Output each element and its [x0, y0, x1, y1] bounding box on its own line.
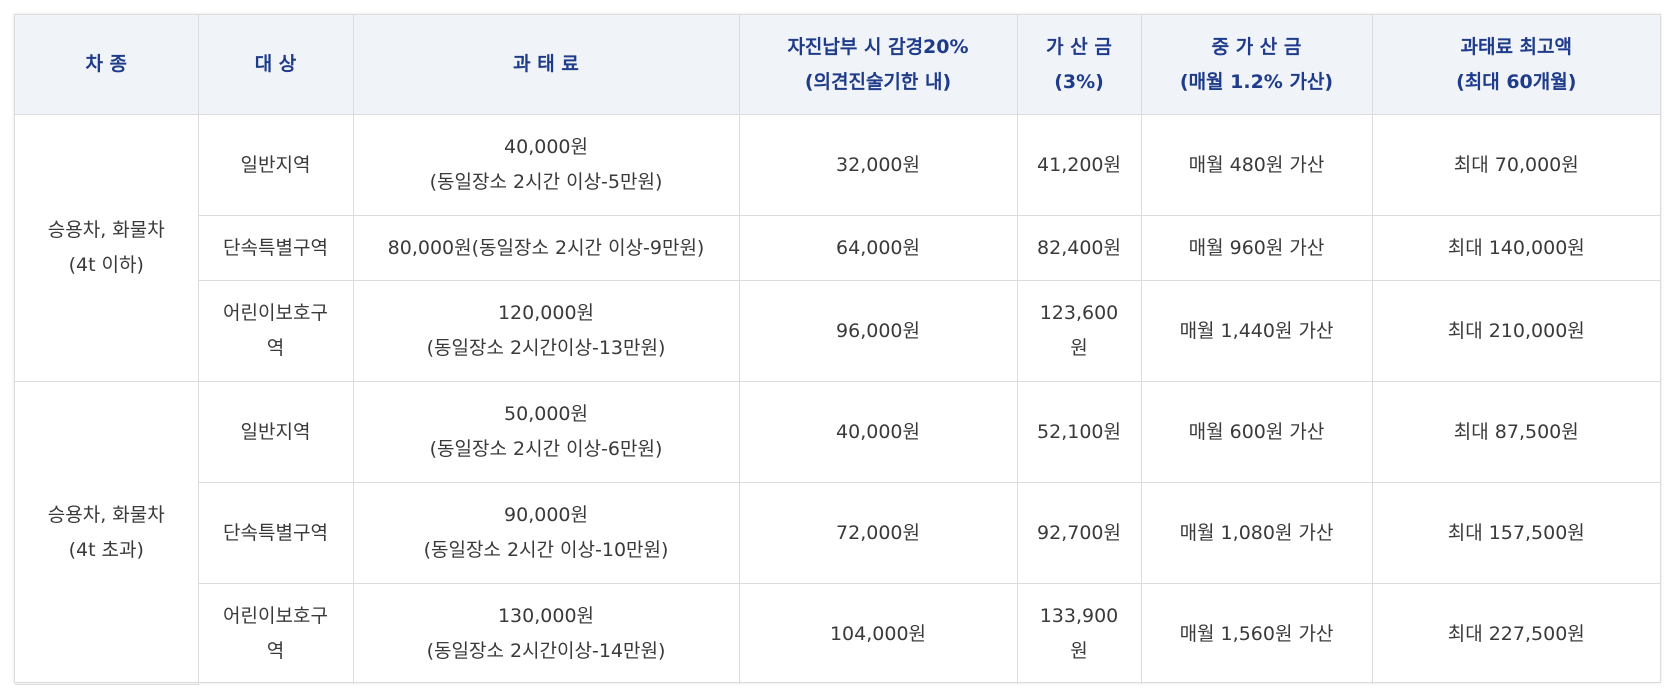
header-vehicle-type: 차 종: [15, 15, 199, 115]
max-fine-cell: 최대 227,500원: [1371, 583, 1660, 684]
penalty-cell: 41,200원: [1016, 114, 1142, 216]
table-row: 승용차, 화물차 (4t 이하) 일반지역 40,000원 (동일장소 2시간 이상…: [15, 114, 1660, 382]
fine-cell: 50,000원 (동일장소 2시간 이상-6만원): [352, 381, 740, 483]
target-cell: 어린이보호구 역: [197, 583, 354, 684]
target-cell: 어린이보호구 역: [197, 280, 354, 382]
table-row: 어린이보호구 역 130,000원 (동일장소 2시간이상-14만원) 104,00…: [15, 583, 1660, 684]
max-fine-cell: 최대 87,500원: [1371, 381, 1660, 483]
max-fine-cell: 최대 157,500원: [1371, 482, 1660, 584]
table-row: 단속특별구역 90,000원 (동일장소 2시간 이상-10만원) 72,000원…: [15, 482, 1660, 584]
fine-cell: 120,000원 (동일장소 2시간이상-13만원): [352, 280, 740, 382]
header-heavy-penalty: 중 가 산 금 (매월 1.2% 가산): [1140, 15, 1373, 115]
header-row: 차 종 대 상 과 태 료 자진납부 시 감경20% (의견진술기한 내) 가 산…: [15, 15, 1660, 115]
penalty-cell: 123,600 원: [1016, 280, 1142, 382]
reduced-cell: 104,000원: [738, 583, 1018, 684]
table-row: 승용차, 화물차 (4t 초과) 일반지역 50,000원 (동일장소 2시간 이상…: [15, 381, 1660, 685]
vehicle-type-cell: 승용차, 화물차 (4t 초과): [15, 381, 199, 685]
penalty-cell: 52,100원: [1016, 381, 1142, 483]
reduced-cell: 72,000원: [738, 482, 1018, 584]
fine-cell: 80,000원(동일장소 2시간 이상-9만원): [352, 215, 740, 281]
max-fine-cell: 최대 70,000원: [1371, 114, 1660, 216]
penalty-cell: 92,700원: [1016, 482, 1142, 584]
heavy-penalty-cell: 매월 1,440원 가산: [1140, 280, 1373, 382]
fine-table-container: 차 종 대 상 과 태 료 자진납부 시 감경20% (의견진술기한 내) 가 산…: [14, 14, 1661, 685]
target-cell: 단속특별구역: [197, 482, 354, 584]
fine-table: 차 종 대 상 과 태 료 자진납부 시 감경20% (의견진술기한 내) 가 산…: [15, 15, 1660, 685]
heavy-penalty-cell: 매월 1,080원 가산: [1140, 482, 1373, 584]
header-fine: 과 태 료: [352, 15, 740, 115]
heavy-penalty-cell: 매월 960원 가산: [1140, 215, 1373, 281]
target-cell: 일반지역: [197, 381, 354, 483]
heavy-penalty-cell: 매월 600원 가산: [1140, 381, 1373, 483]
penalty-cell: 133,900 원: [1016, 583, 1142, 684]
header-max-fine: 과태료 최고액 (최대 60개월): [1371, 15, 1660, 115]
target-cell: 단속특별구역: [197, 215, 354, 281]
max-fine-cell: 최대 140,000원: [1371, 215, 1660, 281]
table-row: 어린이보호구 역 120,000원 (동일장소 2시간이상-13만원) 96,000…: [15, 280, 1660, 382]
fine-cell: 130,000원 (동일장소 2시간이상-14만원): [352, 583, 740, 684]
header-penalty: 가 산 금 (3%): [1016, 15, 1142, 115]
header-target: 대 상: [197, 15, 354, 115]
penalty-cell: 82,400원: [1016, 215, 1142, 281]
reduced-cell: 40,000원: [738, 381, 1018, 483]
header-reduced: 자진납부 시 감경20% (의견진술기한 내): [738, 15, 1018, 115]
reduced-cell: 64,000원: [738, 215, 1018, 281]
table-row: 단속특별구역 80,000원(동일장소 2시간 이상-9만원) 64,000원 …: [15, 215, 1660, 281]
vehicle-type-cell: 승용차, 화물차 (4t 이하): [15, 114, 199, 382]
heavy-penalty-cell: 매월 480원 가산: [1140, 114, 1373, 216]
fine-cell: 40,000원 (동일장소 2시간 이상-5만원): [352, 114, 740, 216]
target-cell: 일반지역: [197, 114, 354, 216]
fine-cell: 90,000원 (동일장소 2시간 이상-10만원): [352, 482, 740, 584]
max-fine-cell: 최대 210,000원: [1371, 280, 1660, 382]
reduced-cell: 32,000원: [738, 114, 1018, 216]
reduced-cell: 96,000원: [738, 280, 1018, 382]
heavy-penalty-cell: 매월 1,560원 가산: [1140, 583, 1373, 684]
